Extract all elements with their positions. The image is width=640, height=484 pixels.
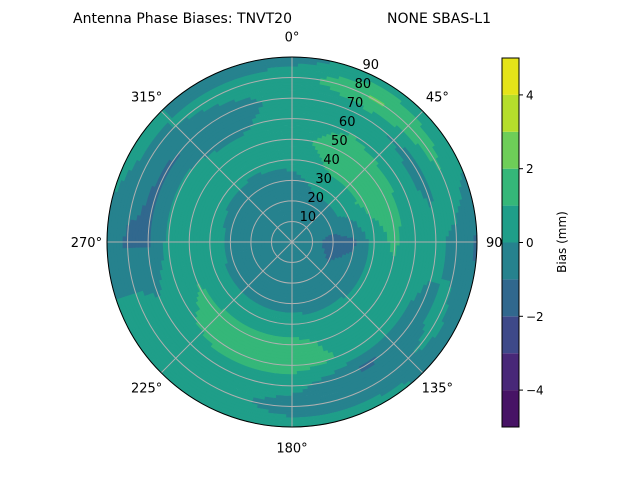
colorbar-segment <box>502 242 519 280</box>
theta-tick-label: 225° <box>131 381 162 396</box>
colorbar: −4 −2 0 2 4 <box>501 57 544 428</box>
colorbar-segment <box>502 390 519 427</box>
r-tick-label: 10 <box>300 210 317 225</box>
r-tick-label: 50 <box>331 134 348 149</box>
r-tick-label: 40 <box>323 153 340 168</box>
colorbar-segment <box>502 131 519 169</box>
theta-tick-labels: 0°45°90°135°180°225°270°315° <box>71 30 509 456</box>
polar-frame <box>106 56 478 428</box>
colorbar-segment <box>502 168 519 206</box>
colorbar-segment <box>502 205 519 243</box>
r-tick-label: 20 <box>307 191 324 206</box>
colorbar-tick-label: 2 <box>526 162 534 176</box>
colorbar-label: Bias (mm) <box>555 211 569 273</box>
colorbar-tick-label: 4 <box>526 88 534 102</box>
contour-cell <box>291 170 298 175</box>
theta-gridline <box>160 110 293 243</box>
theta-gridline <box>160 241 293 374</box>
r-tick-label: 90 <box>363 58 380 73</box>
theta-gridline <box>291 110 424 243</box>
r-tick-label: 80 <box>355 77 372 92</box>
contour-fill <box>106 56 478 428</box>
colorbar-tick-label: 0 <box>526 236 534 250</box>
chart-title: Antenna Phase Biases: TNVT20 <box>73 11 292 27</box>
colorbar-segment <box>502 316 519 354</box>
colorbar-tick-label: −2 <box>526 310 544 324</box>
contour-cell <box>286 167 293 172</box>
theta-gridline <box>291 241 424 374</box>
colorbar-segment <box>502 94 519 132</box>
r-tick-label: 70 <box>347 96 364 111</box>
theta-tick-label: 180° <box>276 442 307 457</box>
polar-grid <box>106 56 478 428</box>
r-tick-label: 60 <box>339 115 356 130</box>
chart-subtitle: NONE SBAS-L1 <box>387 11 491 27</box>
theta-tick-label: 315° <box>131 91 162 106</box>
theta-tick-label: 45° <box>426 91 449 106</box>
colorbar-segment <box>502 279 519 317</box>
theta-tick-label: 0° <box>285 30 300 45</box>
r-tick-labels: 10 20 30 40 50 60 70 80 90 <box>300 58 379 225</box>
theta-tick-label: 135° <box>422 381 453 396</box>
colorbar-segment <box>502 353 519 391</box>
colorbar-tick-label: −4 <box>526 384 544 398</box>
r-tick-label: 30 <box>315 172 332 187</box>
theta-tick-label: 270° <box>71 236 102 251</box>
colorbar-segment <box>502 58 519 95</box>
contour-cell <box>291 62 299 67</box>
